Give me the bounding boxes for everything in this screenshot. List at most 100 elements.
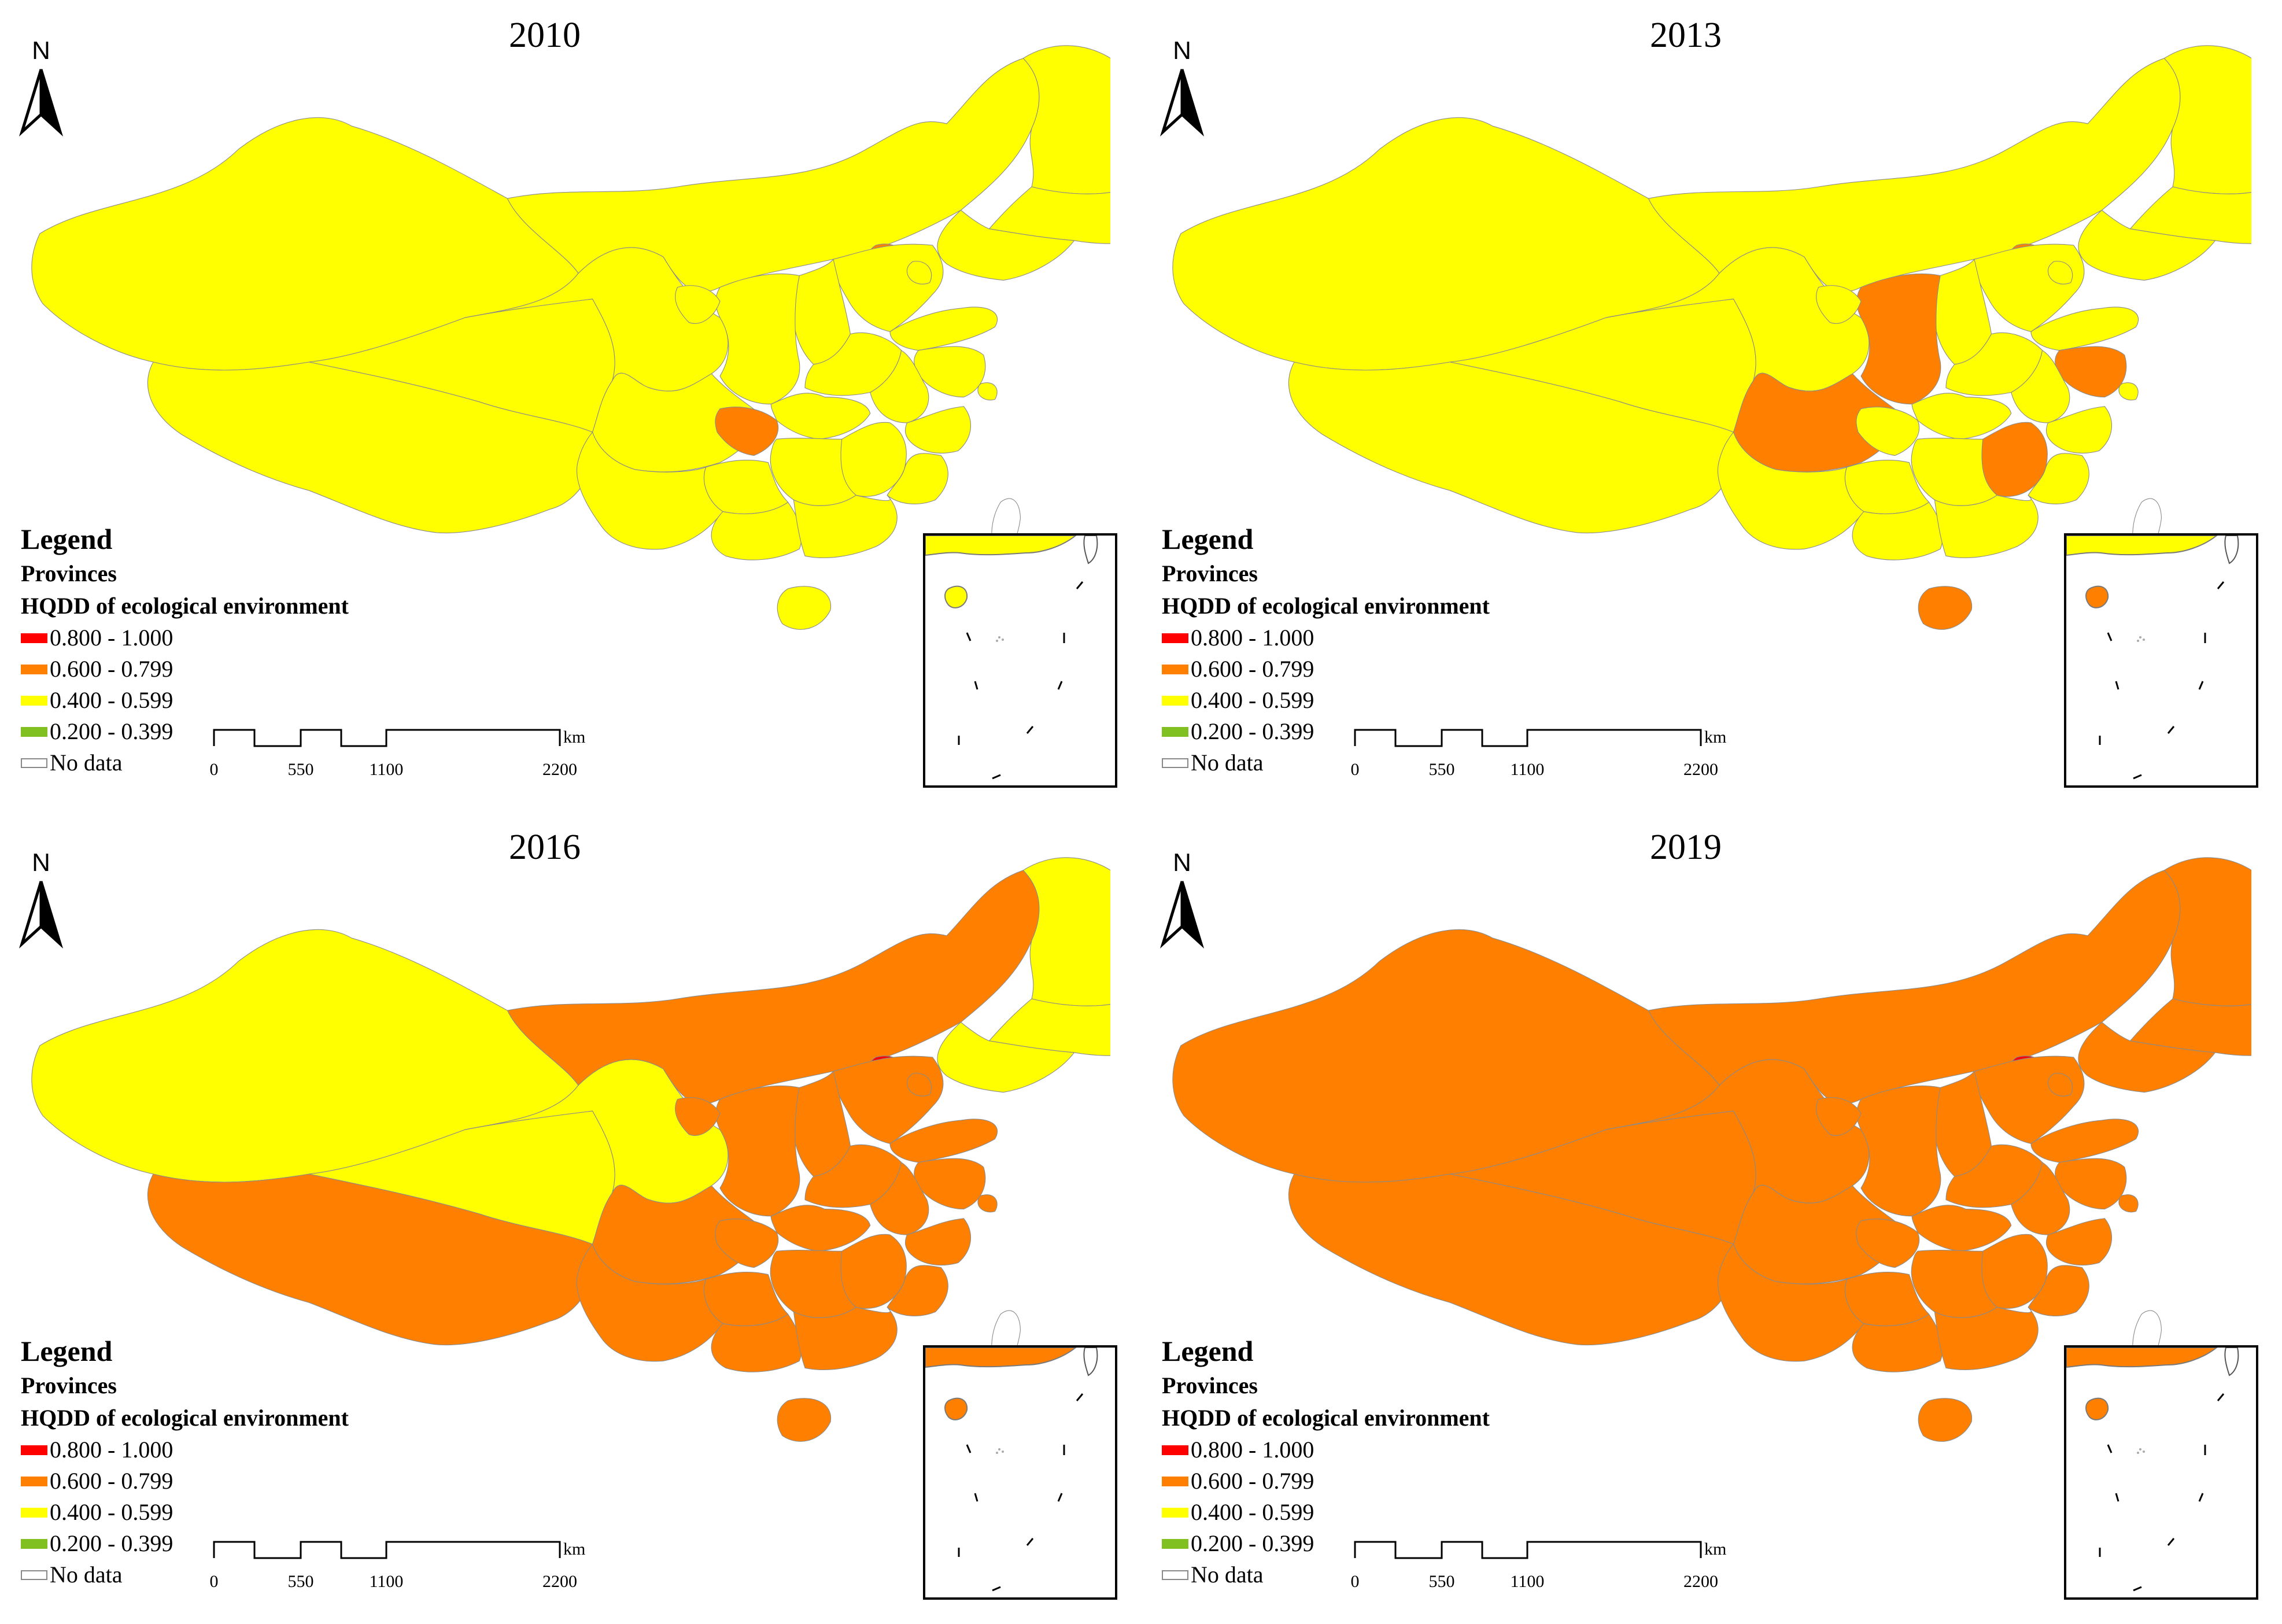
legend-entry: 0.200 - 0.399 (21, 716, 349, 747)
legend-swatch (1162, 664, 1188, 674)
legend-swatch (21, 1445, 47, 1455)
svg-text:km: km (1704, 1540, 1726, 1559)
scale-tick-label: 1100 (1511, 760, 1545, 779)
legend-layer: Provinces (1162, 560, 1258, 586)
scale-tick-label: 2200 (542, 1572, 577, 1591)
province-jilin (989, 999, 1110, 1055)
svg-text:km: km (1704, 728, 1726, 747)
province-innermongolia (1649, 58, 2180, 292)
legend: Legend Provinces HQDD of ecological envi… (1162, 1333, 1490, 1590)
china-map (1153, 824, 2251, 1494)
province-yunnan (1718, 1244, 1863, 1361)
svg-text:N: N (1173, 36, 1191, 65)
province-chongqing (1856, 1219, 1919, 1268)
scale-bar: km 0 550 1100 2200 (1351, 1540, 1727, 1591)
province-guangdong (793, 495, 897, 558)
legend-label: 0.400 - 0.599 (1191, 687, 1314, 713)
legend-field: HQDD of ecological environment (1162, 593, 1490, 619)
province-hubei (1912, 393, 2011, 440)
province-guangdong (1934, 495, 2038, 558)
province-ningxia (675, 286, 720, 324)
province-shanghai (978, 383, 997, 400)
south-china-sea-inset (923, 1345, 1117, 1600)
scale-tick-label: 0 (210, 1572, 219, 1591)
legend-entry: 0.400 - 0.599 (21, 685, 349, 716)
province-heilongjiang (1023, 858, 1110, 1006)
legend-swatch (1162, 1476, 1188, 1486)
province-shanghai (2119, 1195, 2138, 1212)
scale-tick-label: 1100 (370, 760, 404, 779)
legend-entry: 0.400 - 0.599 (21, 1497, 349, 1528)
legend-swatch (21, 695, 47, 706)
province-guangxi (711, 1314, 802, 1372)
province-innermongolia (508, 58, 1039, 292)
panel-year-title: 2010 (509, 16, 581, 55)
province-hainan (777, 1398, 830, 1441)
province-hainan (1918, 1398, 1971, 1441)
province-guangxi (711, 502, 802, 560)
legend-entry: 0.600 - 0.799 (21, 654, 349, 685)
province-anhui (2011, 1162, 2070, 1235)
legend-label: 0.800 - 1.000 (1191, 1437, 1314, 1463)
legend-entry: 0.200 - 0.399 (21, 1528, 349, 1559)
legend-entry: 0.200 - 0.399 (1162, 1528, 1490, 1559)
legend: Legend Provinces HQDD of ecological envi… (21, 1333, 349, 1590)
legend-entry: 0.600 - 0.799 (1162, 654, 1490, 685)
north-arrow-icon: N (19, 36, 64, 136)
legend-entry: 0.200 - 0.399 (1162, 716, 1490, 747)
legend-title: Legend (1162, 523, 1254, 555)
svg-text:km: km (563, 1540, 585, 1559)
province-liaoning (2078, 210, 2215, 280)
legend-label: 0.200 - 0.399 (1191, 718, 1314, 744)
province-zhejiang (2046, 1219, 2111, 1265)
province-tianjin (907, 261, 931, 284)
legend-layer: Provinces (21, 560, 117, 586)
legend-entry: 0.400 - 0.599 (1162, 685, 1490, 716)
panel-year-title: 2019 (1650, 828, 1722, 867)
legend-swatch (1162, 633, 1188, 643)
legend-entry: 0.600 - 0.799 (1162, 1466, 1490, 1497)
legend-swatch (1162, 726, 1188, 737)
province-innermongolia (1649, 870, 2180, 1104)
province-jilin (2130, 187, 2251, 243)
legend-swatch (1162, 1538, 1188, 1549)
legend-label: 0.600 - 0.799 (50, 656, 173, 682)
province-shanghai (2119, 383, 2138, 400)
province-chongqing (715, 1219, 778, 1268)
legend-swatch (1162, 695, 1188, 706)
scale-bar: km 0 550 1100 2200 (210, 1540, 586, 1591)
province-shaanxi (1857, 274, 1941, 404)
province-tianjin (2048, 1073, 2072, 1096)
legend-label: No data (50, 1562, 123, 1588)
legend-entry: No data (1162, 747, 1490, 778)
legend-entry: No data (1162, 1559, 1490, 1590)
legend-label: No data (1191, 1562, 1264, 1588)
province-heilongjiang (2164, 858, 2251, 1006)
map-panel-2019: 2019 N Legend Provinces HQDD of ecologic… (1141, 812, 2282, 1624)
province-fujian (2028, 453, 2089, 504)
legend-title: Legend (1162, 1335, 1254, 1367)
map-panel-2016: 2016 N Legend Provinces HQDD of ecologic… (0, 812, 1141, 1624)
china-map (12, 824, 1110, 1494)
scale-bar: km 0 550 1100 2200 (210, 728, 586, 779)
legend-swatch (21, 726, 47, 737)
province-hainan (1918, 586, 1971, 629)
province-ningxia (1816, 1098, 1861, 1136)
province-fujian (2028, 1265, 2089, 1316)
scale-tick-label: 2200 (542, 760, 577, 779)
province-heilongjiang (2164, 46, 2251, 194)
province-hubei (771, 393, 870, 440)
legend-label: 0.200 - 0.399 (50, 1530, 173, 1556)
scale-tick-label: 1100 (370, 1572, 404, 1591)
legend: Legend Provinces HQDD of ecological envi… (21, 521, 349, 778)
legend-swatch (1162, 1507, 1188, 1518)
legend-swatch (21, 758, 47, 768)
legend-label: No data (50, 750, 123, 776)
legend-entry: 0.800 - 1.000 (1162, 622, 1490, 654)
province-shandong (2031, 307, 2139, 350)
panel-year-title: 2013 (1650, 16, 1722, 55)
province-innermongolia (508, 870, 1039, 1104)
province-shandong (890, 307, 998, 350)
legend-swatch (21, 1507, 47, 1518)
scale-bar: km 0 550 1100 2200 (1351, 728, 1727, 779)
